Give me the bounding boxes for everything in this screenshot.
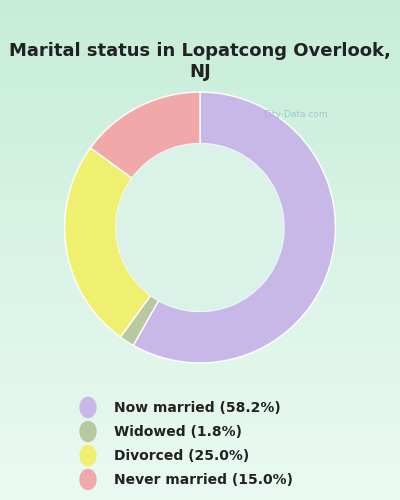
Wedge shape — [133, 92, 336, 363]
Circle shape — [116, 144, 284, 312]
Text: Now married (58.2%): Now married (58.2%) — [114, 400, 281, 414]
Wedge shape — [64, 148, 151, 337]
Text: City-Data.com: City-Data.com — [263, 110, 328, 119]
Text: Marital status in Lopatcong Overlook,
NJ: Marital status in Lopatcong Overlook, NJ — [9, 42, 391, 82]
Wedge shape — [90, 92, 200, 178]
Text: Never married (15.0%): Never married (15.0%) — [114, 472, 293, 486]
Text: Widowed (1.8%): Widowed (1.8%) — [114, 424, 242, 438]
Text: Divorced (25.0%): Divorced (25.0%) — [114, 448, 249, 462]
Wedge shape — [120, 296, 159, 346]
